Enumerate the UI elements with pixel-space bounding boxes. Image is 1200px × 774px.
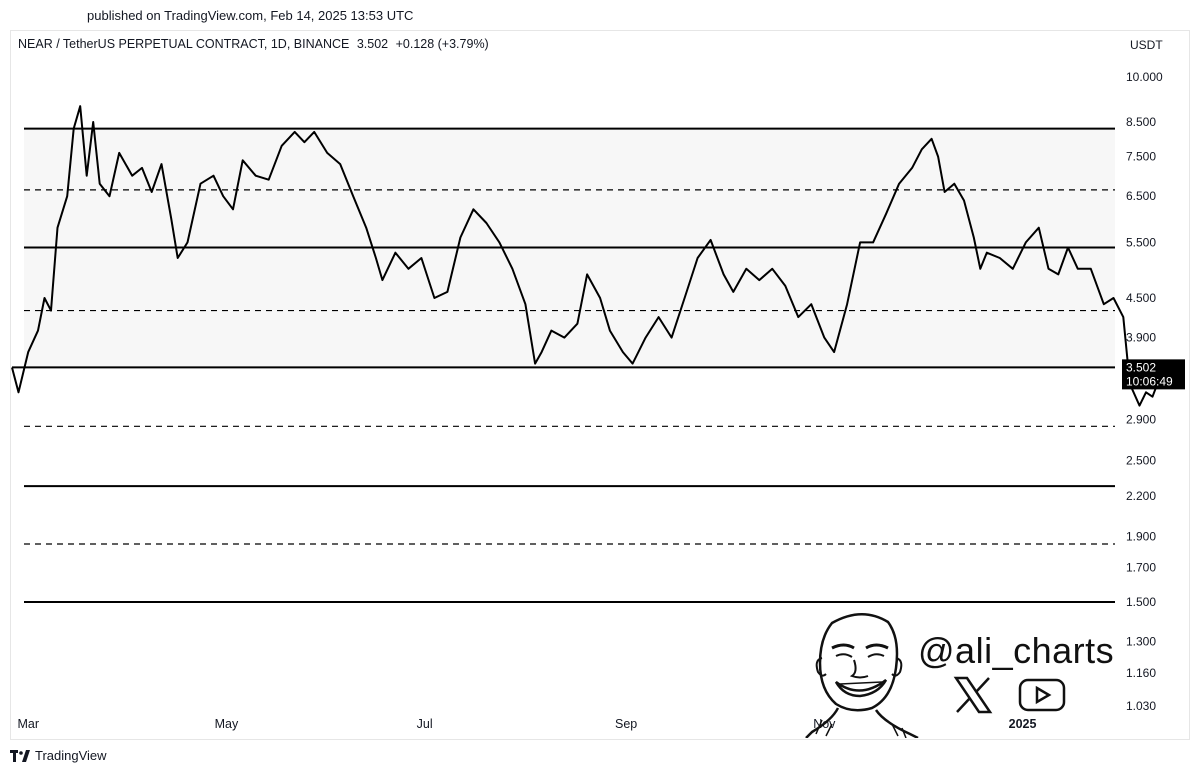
price-tick-label: 10.000	[1126, 70, 1163, 84]
tradingview-footer[interactable]: TradingView	[10, 748, 107, 763]
price-tick-label: 3.900	[1126, 331, 1156, 345]
last-price: 3.502	[356, 37, 389, 51]
price-line	[11, 105, 1167, 407]
time-tick-label: Sep	[615, 717, 637, 731]
current-price-label: 3.502	[1126, 360, 1156, 374]
x-logo-icon[interactable]	[952, 676, 994, 714]
time-tick-label: Jul	[417, 717, 433, 731]
price-tick-label: 5.500	[1126, 235, 1156, 249]
price-series	[11, 105, 1167, 407]
published-caption: published on TradingView.com, Feb 14, 20…	[87, 8, 414, 23]
price-tick-label: 1.700	[1126, 560, 1156, 574]
tradingview-logo-icon	[10, 749, 30, 762]
time-tick-label: 2025	[1009, 717, 1037, 731]
price-tick-label: 4.500	[1126, 291, 1156, 305]
price-change: +0.128 (+3.79%)	[395, 37, 489, 51]
current-price-marker: 3.502 10:06:49	[1122, 359, 1185, 390]
price-axis-currency: USDT	[1130, 38, 1163, 52]
symbol-title[interactable]: NEAR / TetherUS PERPETUAL CONTRACT, 1D, …	[18, 37, 350, 51]
price-tick-label: 2.200	[1126, 489, 1156, 503]
symbol-legend: NEAR / TetherUS PERPETUAL CONTRACT, 1D, …	[18, 37, 493, 51]
time-tick-label: Mar	[17, 717, 39, 731]
price-tick-label: 2.500	[1126, 454, 1156, 468]
price-tick-label: 2.900	[1126, 413, 1156, 427]
meme-face-illustration	[805, 613, 919, 738]
current-price-box	[1122, 359, 1185, 390]
youtube-icon[interactable]	[1018, 677, 1066, 713]
price-tick-label: 1.500	[1126, 595, 1156, 609]
price-tick-label: 7.500	[1126, 150, 1156, 164]
time-tick-label: May	[215, 717, 239, 731]
countdown-label: 10:06:49	[1126, 374, 1173, 388]
price-tick-label: 8.500	[1126, 115, 1156, 129]
price-tick-label: 1.160	[1126, 666, 1156, 680]
price-tick-label: 6.500	[1126, 189, 1156, 203]
chart-frame	[10, 30, 1190, 740]
price-tick-label: 1.300	[1126, 635, 1156, 649]
price-tick-label: 1.030	[1126, 699, 1156, 713]
footer-brand-label: TradingView	[35, 748, 107, 763]
price-tick-label: 1.900	[1126, 530, 1156, 544]
author-handle: @ali_charts	[918, 630, 1115, 671]
price-axis-ticks: 10.000 8.500 7.500 6.500 5.500 4.500 3.900 2.90…	[1126, 70, 1163, 713]
level-lines	[12, 127, 1115, 603]
